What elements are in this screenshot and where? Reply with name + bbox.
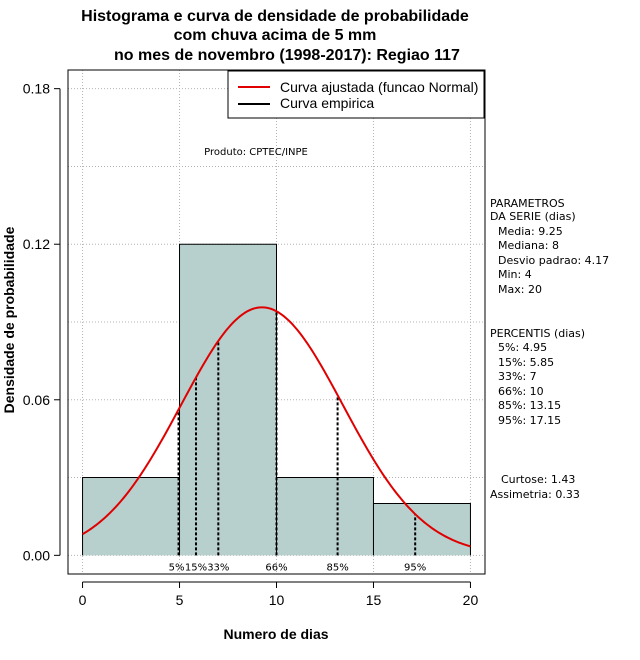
histogram-bar-3 bbox=[373, 503, 471, 556]
x-tick-label-2: 10 bbox=[269, 592, 285, 608]
pct-15: 15%: 5.85 bbox=[498, 356, 554, 369]
normal-fit-curve bbox=[82, 306, 471, 548]
legend-box bbox=[227, 70, 485, 119]
pct-85: 85%: 13.15 bbox=[498, 399, 561, 412]
histogram-bar-0 bbox=[82, 477, 180, 556]
histogram-bar-1 bbox=[179, 244, 277, 556]
curtose: Curtose: 1.43 bbox=[501, 473, 575, 486]
param-media: Media: 9.25 bbox=[498, 225, 563, 238]
legend-label-empirical: Curva empirica bbox=[280, 95, 374, 111]
pct-95: 95%: 17.15 bbox=[498, 414, 561, 427]
histogram-bar-outline-3 bbox=[372, 502, 471, 556]
pct-33: 33%: 7 bbox=[498, 370, 537, 383]
chart-title-line-1: Histograma e curva de densidade de proba… bbox=[81, 8, 469, 25]
percentile-label-3: 66% bbox=[265, 562, 287, 573]
histogram-bars bbox=[82, 243, 471, 556]
chart-title-line-3: no mes de novembro (1998-2017): Regiao 1… bbox=[114, 47, 460, 64]
x-axis-label: Numero de dias bbox=[223, 626, 328, 642]
assimetria: Assimetria: 0.33 bbox=[490, 488, 580, 501]
percentile-label-2: 33% bbox=[207, 562, 229, 573]
param-desvio: Desvio padrao: 4.17 bbox=[498, 254, 609, 267]
y-tick-label-1: 0.06 bbox=[23, 392, 50, 408]
normal-curve-layer bbox=[82, 306, 471, 548]
x-tick-label-1: 5 bbox=[176, 592, 184, 608]
chart-title-line-2: com chuva acima de 5 mm bbox=[174, 27, 377, 44]
y-tick-label-2: 0.12 bbox=[23, 236, 50, 252]
x-tick-label-0: 0 bbox=[79, 592, 87, 608]
percentile-label-4: 85% bbox=[326, 562, 348, 573]
legend-label-fit: Curva ajustada (funcao Normal) bbox=[280, 79, 478, 95]
axes: 0 5 10 15 20 0.00 0.06 0.12 0.18 bbox=[23, 81, 479, 608]
x-tick-label-4: 20 bbox=[463, 592, 479, 608]
param-min: Min: 4 bbox=[498, 268, 532, 281]
pct-title: PERCENTIS (dias) bbox=[490, 327, 585, 340]
param-mediana: Mediana: 8 bbox=[498, 239, 559, 252]
pct-66: 66%: 10 bbox=[498, 385, 544, 398]
histogram-bar-2 bbox=[276, 477, 374, 556]
percentile-label-1: 15% bbox=[185, 562, 207, 573]
param-title-1: PARAMETROS bbox=[490, 197, 565, 210]
y-tick-label-3: 0.18 bbox=[23, 81, 50, 97]
percentile-label-5: 95% bbox=[404, 562, 426, 573]
x-tick-label-3: 15 bbox=[366, 592, 382, 608]
percentile-label-0: 5% bbox=[169, 562, 185, 573]
param-max: Max: 20 bbox=[498, 283, 542, 296]
y-axis-label: Densidade de probabilidade bbox=[1, 226, 17, 413]
percentile-markers: 5% 15% 33% 66% 85% 95% bbox=[169, 311, 426, 573]
plot-frame bbox=[67, 69, 486, 575]
param-title-2: DA SERIE (dias) bbox=[490, 210, 576, 223]
pct-5: 5%: 4.95 bbox=[498, 341, 547, 354]
side-panel: PARAMETROS DA SERIE (dias) Media: 9.25 M… bbox=[490, 197, 609, 501]
legend: Curva ajustada (funcao Normal) Curva emp… bbox=[227, 70, 485, 119]
product-note: Produto: CPTEC/INPE bbox=[204, 147, 308, 158]
y-tick-label-0: 0.00 bbox=[23, 547, 50, 563]
